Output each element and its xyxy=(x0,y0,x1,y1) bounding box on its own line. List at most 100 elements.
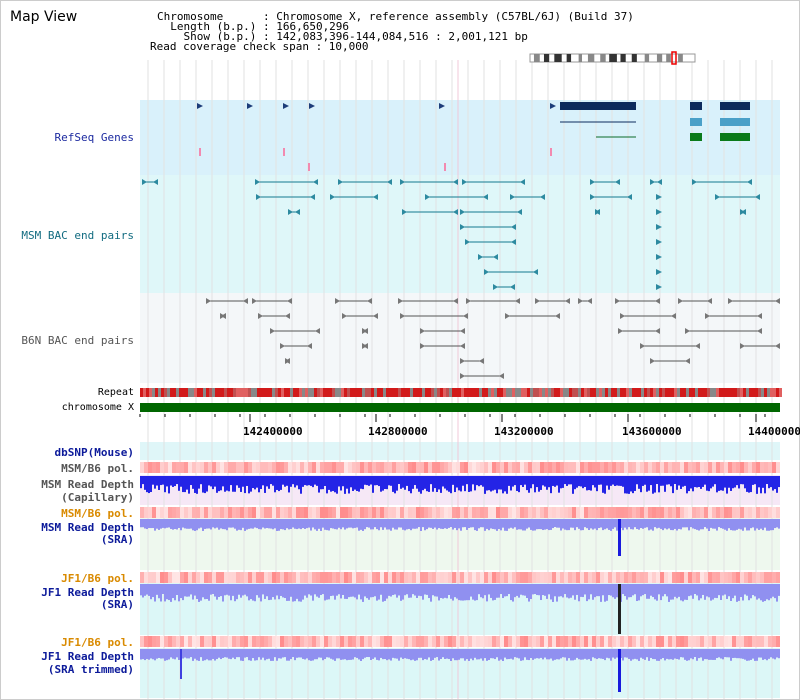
depth-bar xyxy=(206,584,208,599)
pol-mark xyxy=(308,636,312,647)
depth-bar xyxy=(424,476,426,489)
depth-bar xyxy=(716,584,718,599)
ideogram-band xyxy=(578,54,583,62)
depth-bar xyxy=(664,476,666,492)
depth-bar xyxy=(416,519,418,529)
depth-bar xyxy=(508,649,510,660)
repeat-mark xyxy=(602,388,605,397)
depth-bar xyxy=(406,584,408,595)
gene-block xyxy=(720,118,750,126)
bac-end xyxy=(460,373,465,379)
track-label-msm-b6-pol-2[interactable]: MSM/B6 pol. xyxy=(61,507,134,520)
depth-bar xyxy=(732,519,734,531)
track-label-b6n-bac[interactable]: B6N BAC end pairs xyxy=(21,334,134,347)
depth-bar xyxy=(200,519,202,528)
depth-bar xyxy=(532,476,534,485)
pol-mark xyxy=(448,572,452,583)
pol-mark xyxy=(556,462,560,473)
track-label-jf1-b6-pol-1[interactable]: JF1/B6 pol. xyxy=(61,572,134,585)
depth-bar xyxy=(532,584,534,595)
pol-mark xyxy=(372,462,376,473)
pol-mark xyxy=(168,572,172,583)
pol-mark xyxy=(744,572,748,583)
depth-bar xyxy=(776,519,778,528)
track-label-msm-b6-pol-1[interactable]: MSM/B6 pol. xyxy=(61,462,134,475)
pol-mark xyxy=(336,572,340,583)
bac-end xyxy=(206,298,211,304)
pol-mark xyxy=(276,462,280,473)
depth-bar xyxy=(314,476,316,485)
repeat-mark xyxy=(239,388,242,397)
depth-bar xyxy=(162,476,164,485)
info-chromosome: Chromosome : Chromosome X, reference ass… xyxy=(157,10,634,23)
repeat-mark xyxy=(494,388,497,397)
depth-bar xyxy=(668,476,670,485)
pol-mark xyxy=(156,507,160,518)
track-label-msm-depth-sra[interactable]: MSM Read Depth xyxy=(41,521,134,534)
depth-bar xyxy=(478,476,480,487)
depth-bar xyxy=(438,584,440,601)
depth-bar xyxy=(558,584,560,597)
depth-bar xyxy=(440,476,442,493)
depth-bar xyxy=(454,519,456,528)
depth-bar xyxy=(578,519,580,529)
pol-mark xyxy=(460,507,464,518)
track-label-jf1-depth-trimmed[interactable]: JF1 Read Depth xyxy=(41,650,134,663)
depth-bar xyxy=(726,519,728,531)
pol-mark xyxy=(348,572,352,583)
depth-bar xyxy=(464,476,466,492)
track-label-refseq[interactable]: RefSeq Genes xyxy=(54,131,134,144)
track-label-jf1-depth-sra[interactable]: JF1 Read Depth xyxy=(41,586,134,599)
repeat-mark xyxy=(674,388,677,397)
pol-mark xyxy=(752,462,756,473)
pol-mark xyxy=(520,507,524,518)
pol-mark xyxy=(356,636,360,647)
track-label-jf1-b6-pol-2[interactable]: JF1/B6 pol. xyxy=(61,636,134,649)
pol-mark xyxy=(756,507,760,518)
depth-bar xyxy=(774,649,776,660)
depth-bar xyxy=(228,649,230,659)
pol-mark xyxy=(504,572,508,583)
repeat-mark xyxy=(521,388,524,397)
repeat-mark xyxy=(755,388,758,397)
track-label-msm-bac[interactable]: MSM BAC end pairs xyxy=(21,229,134,242)
bac-end xyxy=(310,194,315,200)
depth-bar xyxy=(486,649,488,661)
pol-mark xyxy=(396,636,400,647)
depth-bar xyxy=(574,519,576,531)
bac-end xyxy=(511,224,516,230)
depth-bar xyxy=(304,519,306,529)
depth-bar xyxy=(694,519,696,530)
repeat-mark xyxy=(254,388,257,397)
track-label-msm-depth-capillary[interactable]: MSM Read Depth xyxy=(41,478,134,491)
depth-bar xyxy=(696,584,698,596)
depth-bar xyxy=(366,476,368,486)
depth-bar xyxy=(226,584,228,595)
depth-bar xyxy=(672,519,674,531)
pol-mark xyxy=(300,507,304,518)
depth-bar xyxy=(376,476,378,486)
pol-mark xyxy=(528,636,532,647)
depth-bar xyxy=(358,476,360,492)
repeat-mark xyxy=(503,388,506,397)
track-label-dbsnp[interactable]: dbSNP(Mouse) xyxy=(54,446,134,459)
depth-bar xyxy=(452,519,454,530)
depth-bar xyxy=(216,649,218,660)
bac-end xyxy=(499,373,504,379)
repeat-mark xyxy=(248,388,251,397)
depth-bar xyxy=(378,584,380,600)
depth-bar xyxy=(572,584,574,596)
depth-bar xyxy=(750,519,752,529)
repeat-mark xyxy=(632,388,635,397)
depth-bar xyxy=(292,519,294,528)
depth-bar xyxy=(342,584,344,595)
depth-bar xyxy=(358,519,360,531)
depth-bar xyxy=(234,649,236,660)
repeat-mark xyxy=(305,388,308,397)
depth-bar xyxy=(632,649,634,660)
track-label-jf1-depth-trimmed-sub: (SRA trimmed) xyxy=(47,663,134,676)
bac-end xyxy=(400,179,405,185)
depth-bar xyxy=(196,519,198,531)
depth-bar xyxy=(546,519,548,530)
